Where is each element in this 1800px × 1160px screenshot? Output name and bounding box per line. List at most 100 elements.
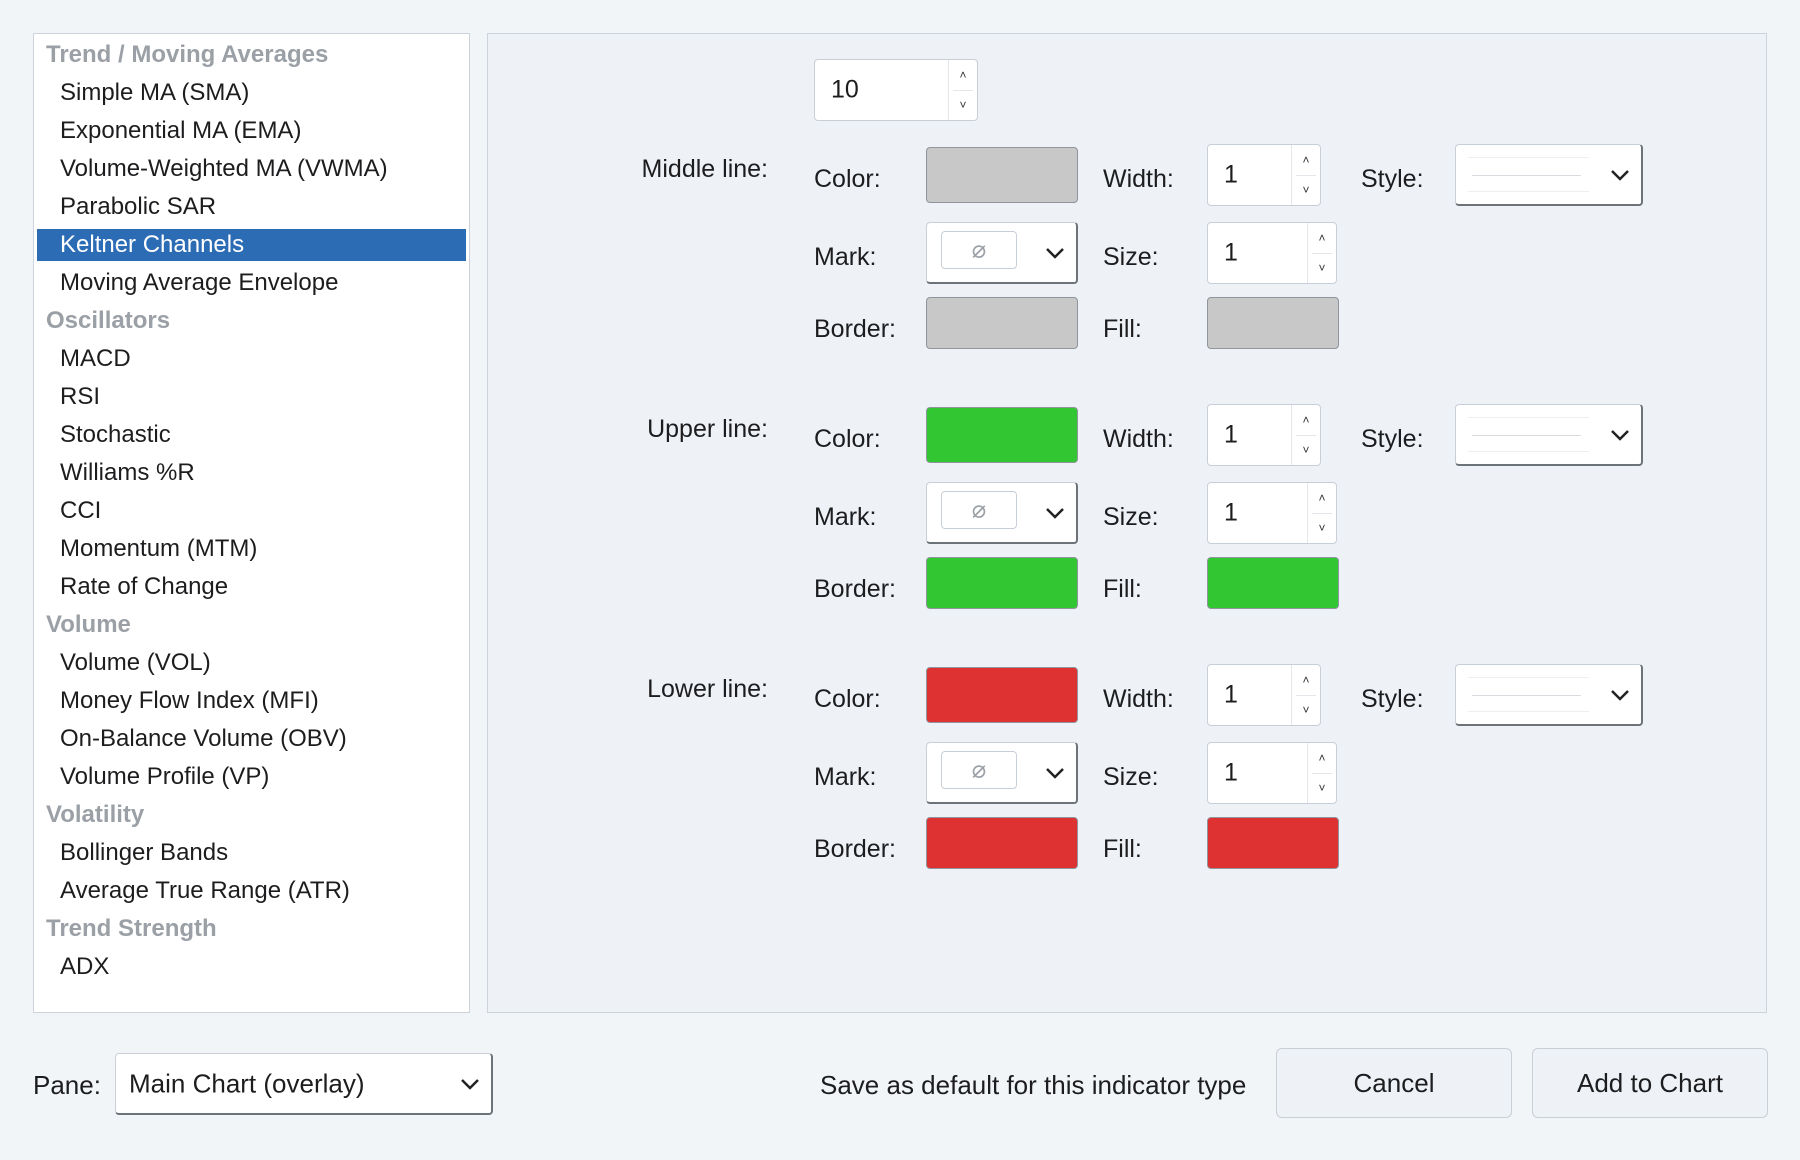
list-item[interactable]: Keltner Channels	[37, 229, 466, 261]
middle-width-stepper[interactable]: 1 ˄ ˅	[1207, 144, 1321, 206]
middle-fill-label: Fill:	[1103, 315, 1142, 343]
list-item[interactable]: Parabolic SAR	[60, 193, 217, 220]
chevron-down-icon	[1046, 767, 1064, 779]
stepper-down-icon[interactable]: ˅	[1318, 521, 1326, 535]
middle-width-stepper-value: 1	[1224, 160, 1238, 189]
middle-fill-swatch[interactable]	[1207, 297, 1339, 349]
list-item[interactable]: Average True Range (ATR)	[60, 877, 350, 904]
stepper-up-icon[interactable]: ˄	[1318, 491, 1326, 505]
chevron-down-icon	[1611, 169, 1629, 181]
stepper-down-icon[interactable]: ˅	[1318, 261, 1326, 275]
lower-mark-select[interactable]: ⌀	[926, 742, 1078, 804]
stepper-up-icon[interactable]: ˄	[1318, 231, 1326, 245]
stepper-divider	[1296, 175, 1316, 176]
middle-border-swatch[interactable]	[926, 297, 1078, 349]
period-stepper-arrows: ˄ ˅	[948, 60, 977, 120]
list-item[interactable]: CCI	[60, 497, 102, 524]
stepper-down-icon[interactable]: ˅	[959, 98, 967, 112]
chevron-down-icon	[1611, 689, 1629, 701]
lower-color-swatch[interactable]	[926, 667, 1078, 723]
pane-select[interactable]: Main Chart (overlay)	[115, 1053, 493, 1115]
list-item[interactable]: Exponential MA (EMA)	[60, 117, 302, 144]
stepper-divider	[1296, 695, 1316, 696]
list-item[interactable]: Momentum (MTM)	[60, 535, 258, 562]
upper-size-label: Size:	[1103, 503, 1159, 531]
list-category-header: Trend / Moving Averages	[46, 41, 329, 68]
indicator-list[interactable]: Trend / Moving Averages Simple MA (SMA) Ex…	[33, 33, 470, 1013]
list-item[interactable]: RSI	[60, 383, 101, 410]
list-item[interactable]: Williams %R	[60, 459, 195, 486]
add-to-chart-button[interactable]: Add to Chart	[1532, 1048, 1768, 1118]
cancel-button[interactable]: Cancel	[1276, 1048, 1512, 1118]
middle-style-select[interactable]	[1455, 144, 1643, 206]
upper-color-swatch[interactable]	[926, 407, 1078, 463]
lower-line-label: Lower line:	[647, 675, 768, 703]
upper-size-stepper[interactable]: 1 ˄ ˅	[1207, 482, 1337, 544]
lower-border-swatch[interactable]	[926, 817, 1078, 869]
list-item[interactable]: Simple MA (SMA)	[60, 79, 250, 106]
stepper-up-icon[interactable]: ˄	[1302, 673, 1310, 687]
list-item[interactable]: Volume (VOL)	[60, 649, 211, 676]
middle-style-label: Style:	[1361, 165, 1424, 193]
stepper-down-icon[interactable]: ˅	[1318, 781, 1326, 795]
upper-border-swatch[interactable]	[926, 557, 1078, 609]
list-category-header: Oscillators	[46, 307, 171, 334]
middle-style-line-preview	[1472, 174, 1581, 176]
list-item[interactable]: Stochastic	[60, 421, 171, 448]
indicator-settings-panel: Period: 10 ˄ ˅ Middle line:Color:Width:1…	[487, 33, 1767, 1013]
stepper-down-icon[interactable]: ˅	[1302, 703, 1310, 717]
lower-mark-preview: ⌀	[941, 751, 1017, 789]
lower-width-stepper-arrows: ˄ ˅	[1291, 665, 1320, 725]
stepper-divider	[953, 90, 973, 91]
lower-size-stepper[interactable]: 1 ˄ ˅	[1207, 742, 1337, 804]
upper-width-stepper-arrows: ˄ ˅	[1291, 405, 1320, 465]
middle-line-label: Middle line:	[641, 155, 768, 183]
upper-color-label: Color:	[814, 425, 881, 453]
no-marker-icon: ⌀	[971, 756, 987, 784]
lower-style-select[interactable]	[1455, 664, 1643, 726]
stepper-up-icon[interactable]: ˄	[1318, 751, 1326, 765]
upper-style-select[interactable]	[1455, 404, 1643, 466]
stepper-up-icon[interactable]: ˄	[959, 68, 967, 82]
middle-size-label: Size:	[1103, 243, 1159, 271]
middle-color-swatch[interactable]	[926, 147, 1078, 203]
list-item[interactable]: Money Flow Index (MFI)	[60, 687, 319, 714]
save-default-checkbox-label[interactable]: Save as default for this indicator type	[820, 1070, 1247, 1100]
lower-fill-swatch[interactable]	[1207, 817, 1339, 869]
list-item[interactable]: MACD	[60, 345, 131, 372]
list-item[interactable]: Moving Average Envelope	[60, 269, 339, 296]
middle-mark-select[interactable]: ⌀	[926, 222, 1078, 284]
stepper-down-icon[interactable]: ˅	[1302, 183, 1310, 197]
list-item[interactable]: Rate of Change	[60, 573, 229, 600]
lower-width-stepper[interactable]: 1 ˄ ˅	[1207, 664, 1321, 726]
stepper-divider	[1312, 253, 1332, 254]
pane-label: Pane:	[33, 1070, 101, 1100]
list-item[interactable]: Bollinger Bands	[60, 839, 229, 866]
upper-mark-preview: ⌀	[941, 491, 1017, 529]
middle-width-stepper-arrows: ˄ ˅	[1291, 145, 1320, 205]
list-item[interactable]: ADX	[60, 953, 110, 980]
stepper-down-icon[interactable]: ˅	[1302, 443, 1310, 457]
list-item[interactable]: Volume-Weighted MA (VWMA)	[60, 155, 388, 182]
upper-fill-swatch[interactable]	[1207, 557, 1339, 609]
upper-width-stepper[interactable]: 1 ˄ ˅	[1207, 404, 1321, 466]
list-category-header: Volume	[46, 611, 131, 638]
upper-mark-select[interactable]: ⌀	[926, 482, 1078, 544]
list-category-header: Trend Strength	[46, 915, 217, 942]
stepper-up-icon[interactable]: ˄	[1302, 413, 1310, 427]
stepper-divider	[1312, 513, 1332, 514]
no-marker-icon: ⌀	[971, 236, 987, 264]
list-category-header: Volatility	[46, 801, 145, 828]
stepper-up-icon[interactable]: ˄	[1302, 153, 1310, 167]
lower-fill-label: Fill:	[1103, 835, 1142, 863]
period-stepper[interactable]: 10 ˄ ˅	[814, 59, 978, 121]
list-item[interactable]: On-Balance Volume (OBV)	[60, 725, 347, 752]
stepper-divider	[1296, 435, 1316, 436]
lower-color-label: Color:	[814, 685, 881, 713]
middle-size-stepper[interactable]: 1 ˄ ˅	[1207, 222, 1337, 284]
lower-style-line-preview	[1472, 694, 1581, 696]
pane-value: Main Chart (overlay)	[129, 1068, 365, 1098]
list-item[interactable]: Volume Profile (VP)	[60, 763, 270, 790]
chevron-down-icon	[1611, 429, 1629, 441]
period-value: 10	[831, 75, 859, 104]
